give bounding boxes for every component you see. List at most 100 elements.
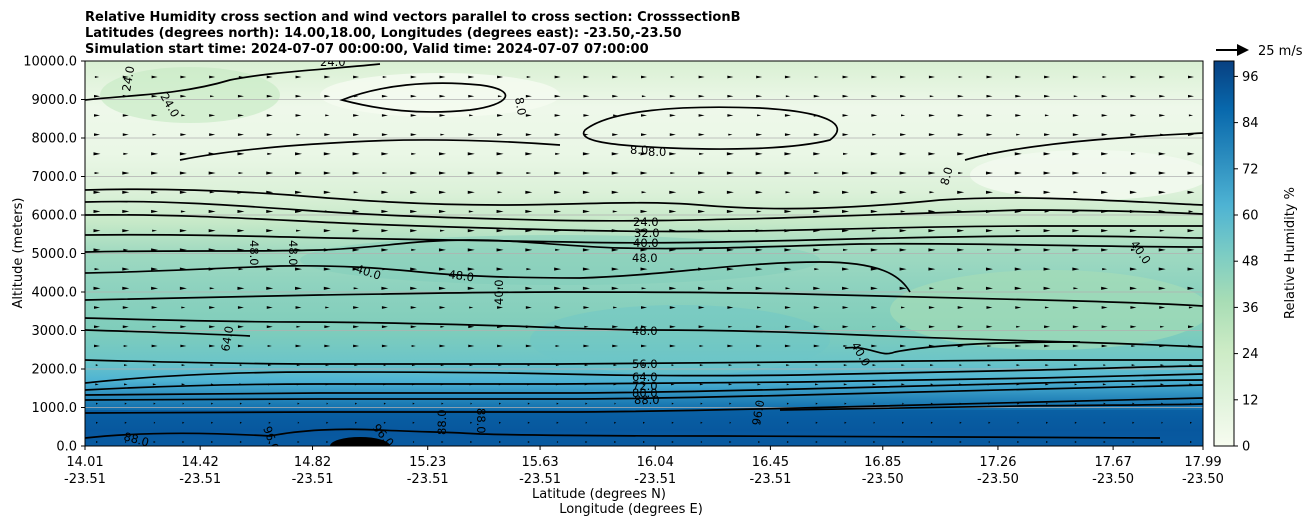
wind-vector	[209, 306, 216, 309]
x-axis-label-lon: Longitude (degrees E)	[559, 502, 703, 517]
wind-vector	[237, 325, 244, 329]
wind-vector	[1190, 402, 1192, 405]
wind-vector	[410, 133, 417, 136]
wind-vector	[470, 402, 472, 405]
contour-line	[844, 341, 1081, 355]
wind-vector	[957, 94, 964, 98]
wind-vector	[728, 364, 733, 367]
wind-vector	[784, 209, 792, 214]
contour-label: 40.0	[633, 236, 659, 250]
contour-line	[85, 291, 1203, 307]
wind-vector	[352, 248, 360, 252]
wind-vector	[237, 133, 244, 136]
wind-vector	[1074, 364, 1078, 367]
wind-vector	[125, 441, 127, 443]
wind-vector	[152, 364, 157, 367]
wind-vector	[585, 402, 588, 405]
wind-vector	[353, 344, 360, 348]
wind-vector	[1101, 344, 1108, 348]
wind-vector	[411, 344, 416, 347]
colorbar-tick-label: 36	[1242, 301, 1259, 316]
wind-vector	[496, 152, 504, 156]
wind-vector	[267, 344, 272, 347]
wind-vector	[813, 325, 820, 329]
wind-vector	[612, 344, 619, 348]
wind-vector	[381, 344, 388, 348]
wind-vector	[266, 286, 274, 290]
wind-vector	[641, 306, 647, 309]
wind-vector	[669, 344, 676, 348]
wind-vector	[152, 325, 157, 328]
wind-vector	[755, 152, 763, 156]
wind-vector	[122, 75, 129, 79]
wind-vector	[122, 209, 130, 214]
wind-vector	[211, 441, 214, 443]
wind-vector	[669, 306, 676, 309]
plot-area: 8.0 8.0 8.0 8.0 24.0 24.0 24.0 24.0 32.0…	[85, 61, 1203, 446]
wind-vector	[612, 75, 619, 79]
wind-vector	[786, 441, 789, 443]
wind-vector	[842, 229, 850, 233]
wind-vector	[1159, 75, 1166, 79]
x-tick-label-lat: 16.04	[637, 455, 674, 470]
wind-vector	[755, 267, 763, 271]
wind-vector	[295, 286, 303, 290]
x-tick-label-lon: -23.51	[292, 472, 334, 487]
wind-vector	[643, 402, 645, 405]
wind-vector	[870, 171, 878, 175]
wind-vector	[986, 114, 993, 117]
contour-line	[85, 384, 1203, 401]
wind-vector	[352, 229, 360, 233]
wind-vector	[295, 190, 303, 194]
wind-vector	[555, 364, 560, 367]
wind-vector	[267, 364, 272, 367]
wind-vector	[842, 75, 849, 79]
wind-vector	[698, 325, 705, 329]
wind-vector	[670, 171, 676, 175]
wind-vector	[556, 421, 559, 424]
wind-vector	[1015, 344, 1022, 348]
wind-vector	[438, 152, 446, 156]
wind-vector	[439, 75, 446, 79]
wind-vector	[870, 248, 878, 252]
wind-vector	[1072, 209, 1080, 214]
wind-vector	[728, 325, 733, 328]
wind-vector	[124, 402, 127, 405]
contour-line	[85, 233, 1203, 244]
wind-vector	[786, 364, 790, 367]
contour-line	[85, 200, 1203, 222]
wind-vector	[813, 190, 821, 194]
wind-vector	[353, 325, 360, 329]
wind-vector	[1130, 133, 1137, 136]
wind-vector	[640, 267, 648, 271]
wind-vector	[122, 171, 130, 175]
wind-vector	[94, 344, 100, 348]
wind-vector	[180, 94, 187, 98]
wind-vector	[237, 94, 244, 98]
wind-vector	[814, 268, 820, 271]
wind-vector	[1044, 325, 1051, 329]
wind-vector	[612, 210, 618, 213]
wind-vector	[438, 209, 446, 214]
wind-vector	[499, 421, 502, 424]
wind-vector	[182, 441, 185, 443]
wind-vector	[238, 76, 244, 78]
wind-vector	[151, 114, 158, 117]
wind-vector	[180, 75, 187, 79]
wind-vector	[985, 209, 993, 214]
wind-vector	[1044, 344, 1051, 348]
contour-line	[85, 365, 1203, 384]
x-axis-label-lat: Latitude (degrees N)	[532, 487, 666, 502]
wind-vector	[784, 171, 792, 175]
wind-vector	[381, 190, 389, 194]
wind-vector	[1072, 267, 1080, 271]
wind-vector	[671, 383, 675, 386]
wind-vector	[843, 344, 848, 347]
wind-vector	[181, 114, 186, 117]
wind-vector	[959, 402, 962, 405]
wind-vector	[468, 325, 475, 329]
wind-vector	[210, 364, 214, 367]
wind-vector	[1187, 267, 1195, 271]
wind-vector	[842, 325, 849, 329]
wind-vector	[467, 171, 475, 175]
